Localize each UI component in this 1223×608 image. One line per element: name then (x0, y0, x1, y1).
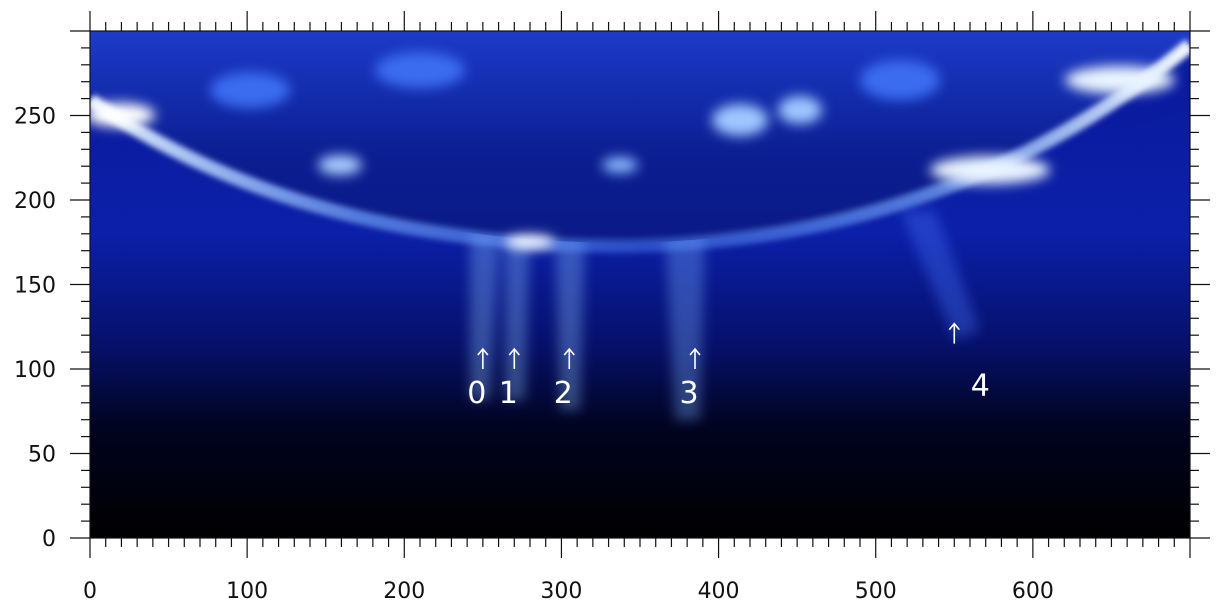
y-tick-label: 100 (14, 358, 56, 383)
x-tick-label: 0 (83, 579, 97, 604)
y-axis: 0 50 100 150 200 250 (14, 30, 1210, 552)
y-tick-label: 150 (14, 274, 56, 299)
annotation-label: 0 (467, 376, 486, 411)
x-tick-label: 200 (383, 579, 425, 604)
x-tick-label: 300 (540, 579, 582, 604)
annotation-label: 1 (499, 376, 518, 411)
y-tick-label: 0 (42, 527, 56, 552)
up-arrow-icon (948, 322, 960, 344)
annotation-label: 2 (554, 376, 573, 411)
annotation-marker: 0 (467, 347, 489, 411)
x-tick-label: 400 (698, 579, 740, 604)
up-arrow-icon (563, 347, 575, 369)
up-arrow-icon (477, 347, 489, 369)
active-regions (90, 52, 1175, 249)
y-tick-label: 250 (14, 105, 56, 130)
plume-rays (470, 210, 980, 420)
x-tick-label: 500 (855, 579, 897, 604)
x-axis: 0 100 200 300 400 500 600 (83, 11, 1191, 604)
solar-limb (90, 39, 1190, 254)
up-arrow-icon (689, 347, 701, 369)
x-tick-label: 600 (1012, 579, 1054, 604)
annotation-marker: 4 (948, 322, 990, 404)
x-tick-label: 100 (226, 579, 268, 604)
annotation-marker: 3 (679, 347, 701, 411)
annotation-marker: 1 (499, 347, 520, 411)
solar-image (90, 31, 1190, 538)
y-tick-label: 50 (28, 443, 56, 468)
annotation-label: 4 (971, 369, 990, 404)
up-arrow-icon (508, 347, 520, 369)
annotation-label: 3 (679, 376, 698, 411)
annotation-marker: 2 (554, 347, 575, 411)
y-tick-label: 200 (14, 189, 56, 214)
